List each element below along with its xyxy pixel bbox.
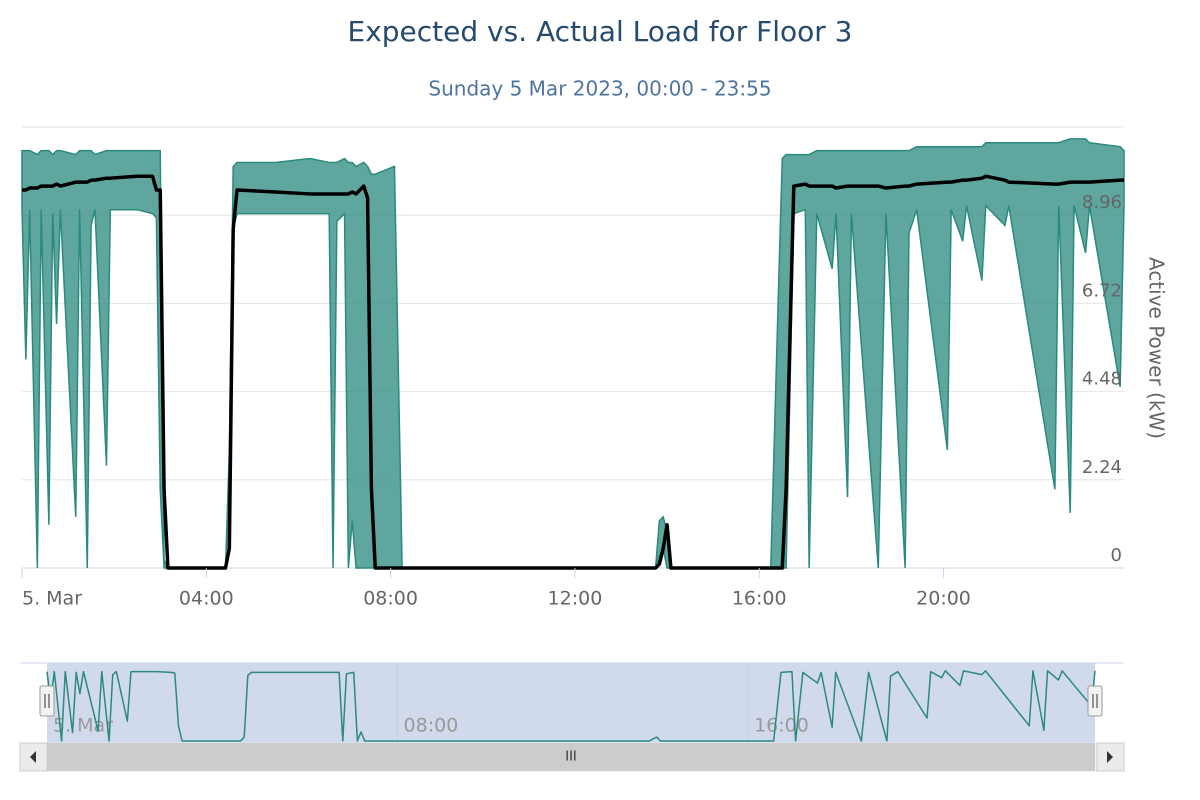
x-tick-label: 12:00 — [548, 588, 603, 610]
chart-subtitle: Sunday 5 Mar 2023, 00:00 - 23:55 — [428, 77, 771, 101]
navigator-handle-grip — [44, 694, 50, 708]
scrollbar-right-arrow — [1107, 751, 1113, 763]
navigator-tick-label: 16:00 — [754, 715, 809, 737]
y-tick-label: 6.72 — [1082, 280, 1122, 301]
y-tick-label: 4.48 — [1082, 369, 1122, 390]
scrollbar-thumb[interactable] — [47, 743, 1095, 771]
navigator-line — [46, 670, 1096, 742]
y-tick-label: 0 — [1111, 545, 1122, 566]
navigator-handle-grip — [1092, 694, 1098, 708]
x-tick-label: 08:00 — [363, 588, 418, 610]
actual-line — [22, 174, 1124, 570]
scrollbar-grip: III — [565, 750, 577, 765]
chart-title: Expected vs. Actual Load for Floor 3 — [348, 15, 853, 48]
navigator-selection[interactable] — [47, 663, 1095, 743]
scrollbar-left-arrow — [30, 751, 36, 763]
y-tick-label: 8.96 — [1082, 192, 1122, 213]
navigator[interactable]: 5. Mar 08:00 16:00 — [39, 663, 1103, 743]
x-tick-label: 20:00 — [916, 588, 971, 610]
y-axis-label: Active Power (kW) — [1145, 257, 1169, 439]
x-tick-label: 5. Mar — [22, 588, 82, 610]
x-tick-label: 04:00 — [179, 588, 234, 610]
navigator-handle[interactable] — [39, 685, 55, 717]
expected-range — [21, 138, 1125, 569]
navigator-handle[interactable] — [1087, 685, 1103, 717]
navigator-tick-label: 08:00 — [404, 715, 459, 737]
x-tick-label: 16:00 — [732, 588, 787, 610]
plot — [21, 126, 1125, 570]
y-tick-label: 2.24 — [1082, 457, 1122, 478]
